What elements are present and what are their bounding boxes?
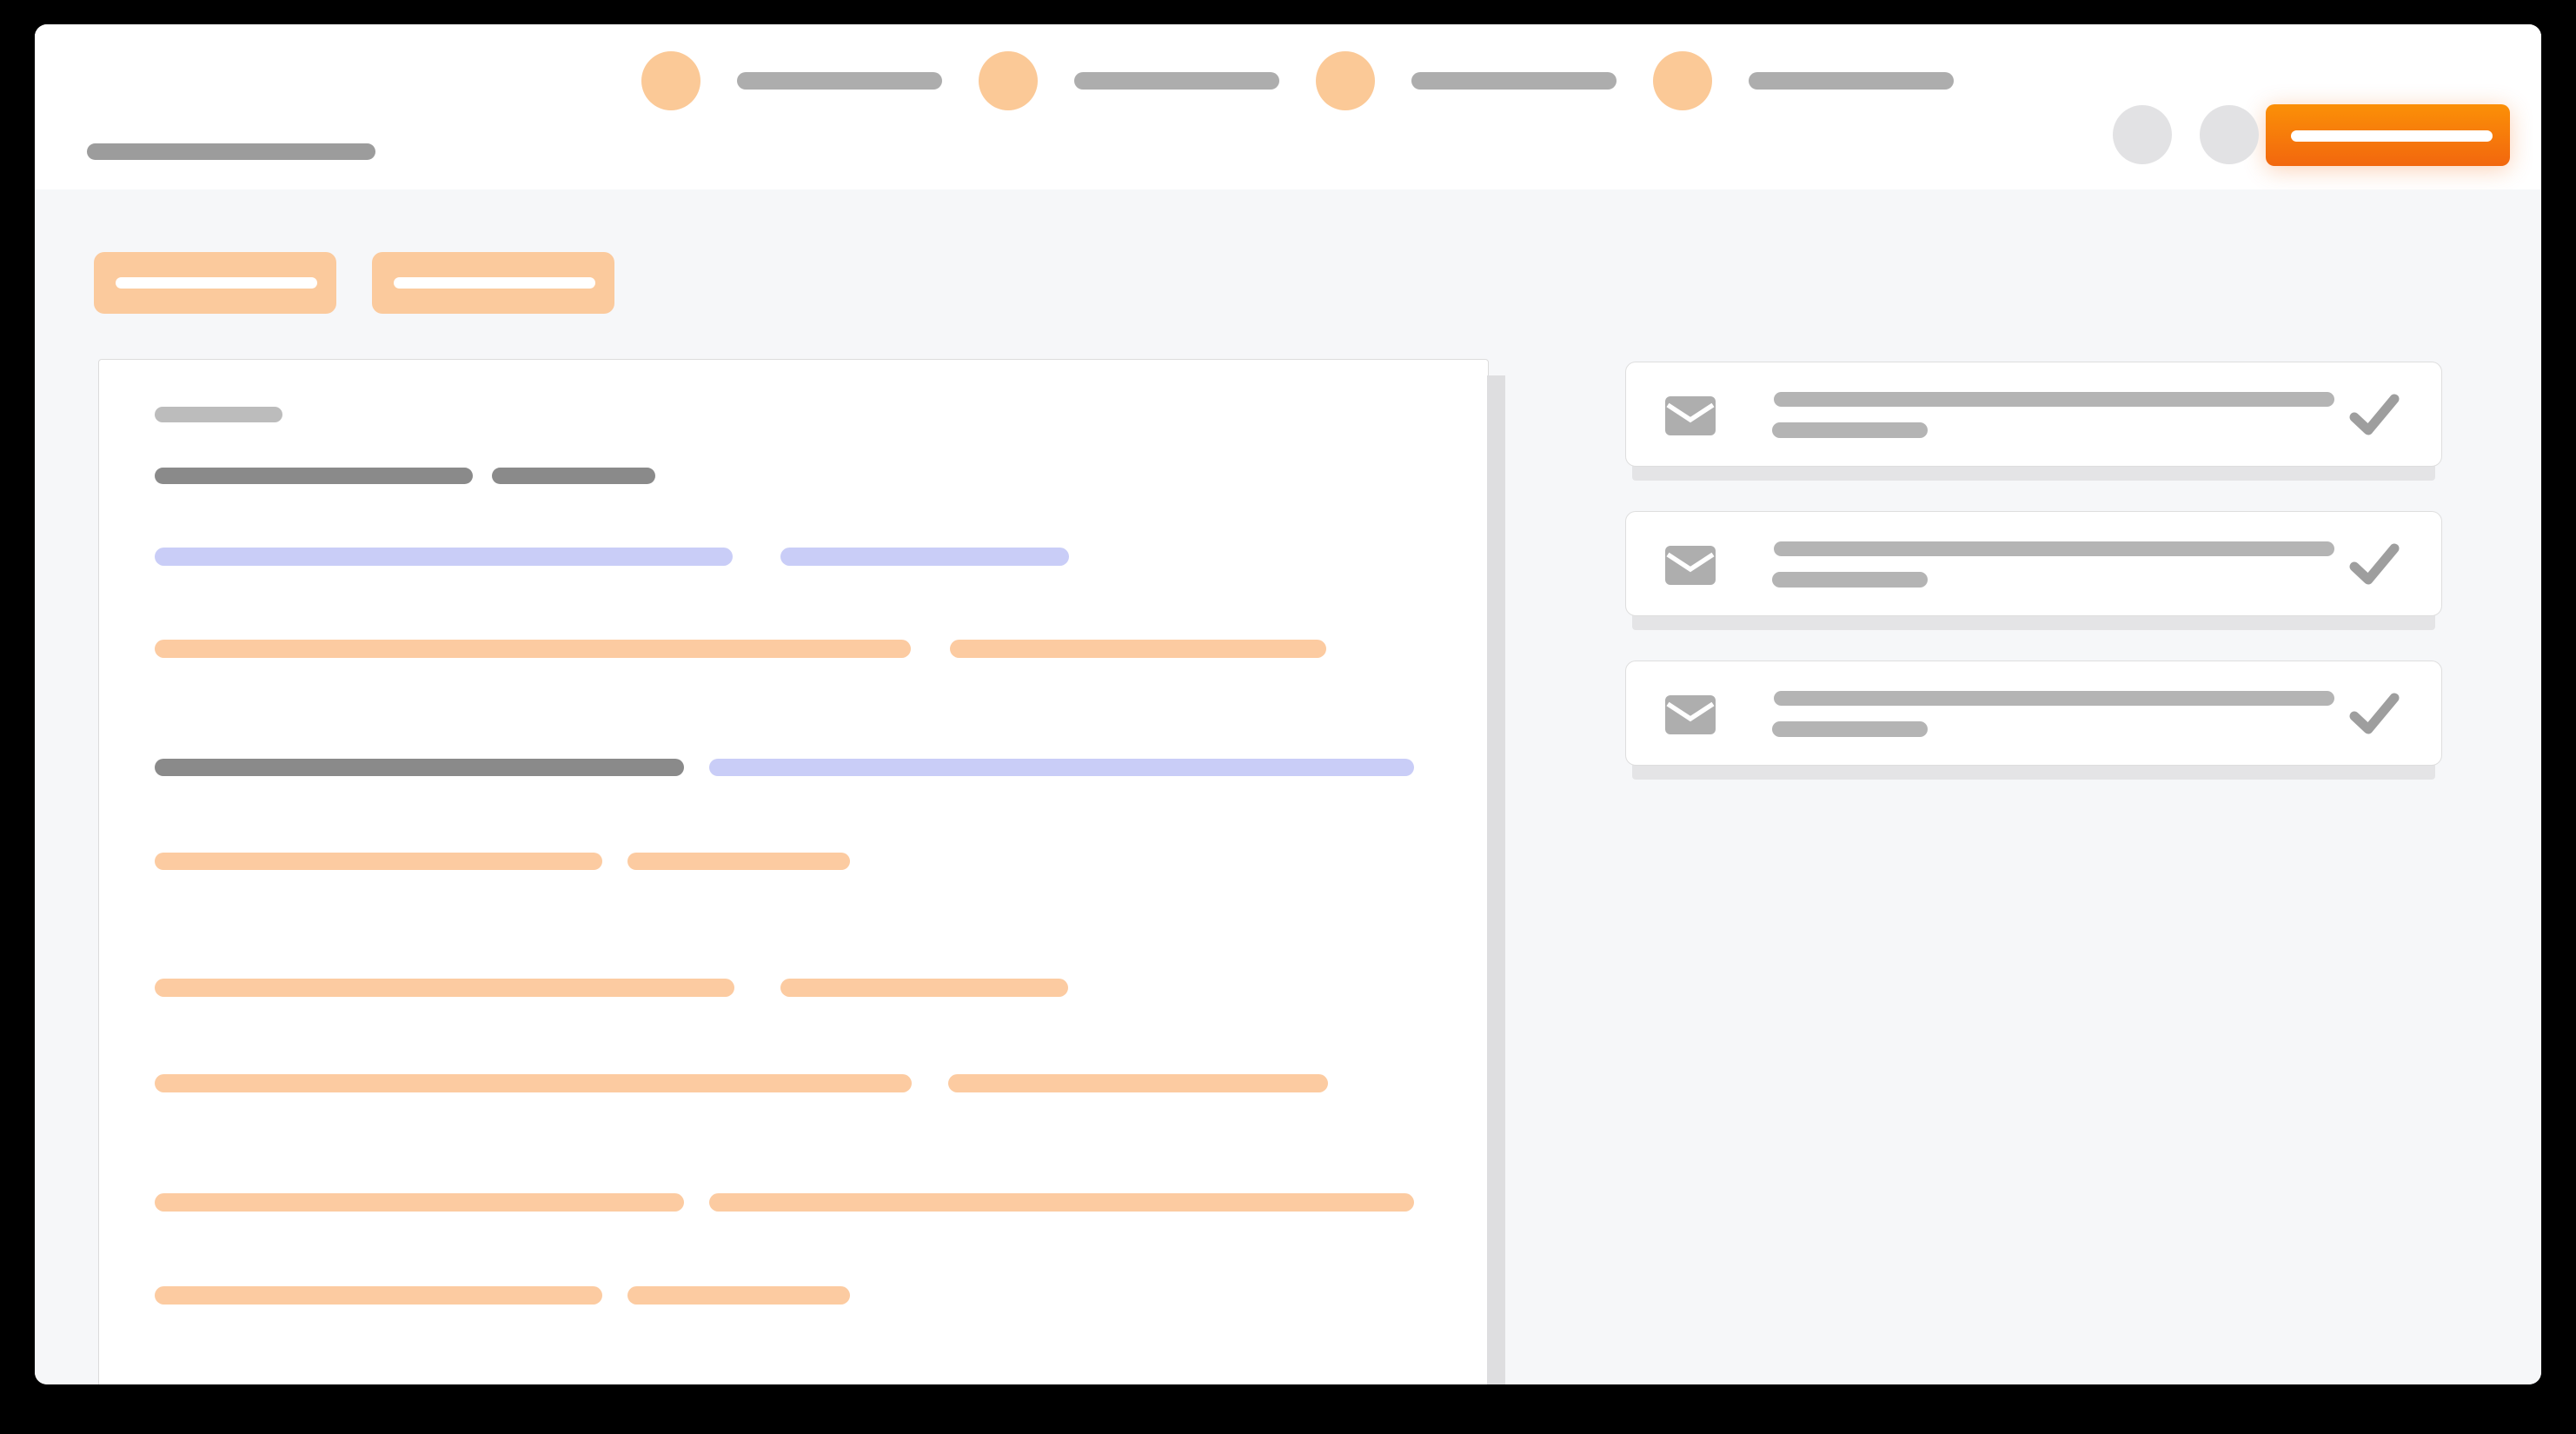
notification-card-3[interactable]	[1625, 661, 2442, 766]
text-line-placeholder-r2-s1	[155, 548, 733, 566]
text-line-placeholder-r9-s1	[155, 1286, 602, 1305]
document-title-placeholder	[155, 407, 282, 422]
text-line-placeholder-r5-s2	[627, 853, 850, 870]
notification-line1-placeholder	[1774, 541, 2334, 556]
step-connector-4	[1749, 72, 1954, 90]
notification-line2-placeholder	[1772, 721, 1928, 737]
envelope-icon	[1665, 396, 1716, 435]
text-line-placeholder-r8-s1	[155, 1193, 684, 1212]
notification-line1-placeholder	[1774, 691, 2334, 706]
text-line-placeholder-r4-s2	[709, 759, 1414, 776]
step-connector-1	[737, 72, 942, 90]
text-line-placeholder-r7-s2	[948, 1074, 1328, 1092]
text-line-placeholder-r3-s1	[155, 640, 911, 658]
step-circle-2[interactable]	[979, 51, 1038, 110]
step-connector-3	[1411, 72, 1617, 90]
text-line-placeholder-r6-s2	[780, 979, 1068, 997]
step-circle-3[interactable]	[1316, 51, 1375, 110]
progress-stepper	[641, 51, 1954, 110]
envelope-icon	[1665, 546, 1716, 585]
tab-2-label-placeholder	[394, 277, 595, 289]
notification-line1-placeholder	[1774, 392, 2334, 407]
check-icon	[2349, 543, 2400, 585]
step-circle-4[interactable]	[1653, 51, 1712, 110]
notification-line2-placeholder	[1772, 572, 1928, 588]
notification-card-1[interactable]	[1625, 362, 2442, 467]
cta-label-placeholder	[2291, 130, 2493, 142]
app-window	[35, 24, 2541, 1384]
text-line-placeholder-r9-s2	[627, 1286, 850, 1305]
text-line-placeholder-r1-s1	[155, 468, 473, 484]
envelope-icon	[1665, 695, 1716, 734]
text-line-placeholder-r2-s2	[780, 548, 1069, 566]
notification-card-2[interactable]	[1625, 511, 2442, 616]
check-icon	[2349, 394, 2400, 435]
text-line-placeholder-r5-s1	[155, 853, 602, 870]
primary-cta-button[interactable]	[2266, 104, 2510, 166]
step-circle-1[interactable]	[641, 51, 700, 110]
main-content	[35, 189, 2541, 1384]
header-icon-button-2[interactable]	[2200, 105, 2259, 164]
check-icon	[2349, 693, 2400, 734]
notification-line2-placeholder	[1772, 422, 1928, 438]
text-line-placeholder-r7-s1	[155, 1074, 912, 1092]
text-line-placeholder-r8-s2	[709, 1193, 1414, 1212]
header	[35, 24, 2541, 189]
logo-placeholder	[87, 143, 375, 160]
text-line-placeholder-r6-s1	[155, 979, 734, 997]
header-icon-button-1[interactable]	[2113, 105, 2172, 164]
tab-2[interactable]	[372, 252, 614, 314]
text-line-placeholder-r1-s2	[492, 468, 655, 484]
tab-1-label-placeholder	[116, 277, 317, 289]
text-line-placeholder-r4-s1	[155, 759, 684, 776]
document-card	[98, 359, 1489, 1384]
vertical-scrollbar[interactable]	[1487, 375, 1505, 1384]
tab-1[interactable]	[94, 252, 336, 314]
text-line-placeholder-r3-s2	[950, 640, 1326, 658]
step-connector-2	[1074, 72, 1279, 90]
